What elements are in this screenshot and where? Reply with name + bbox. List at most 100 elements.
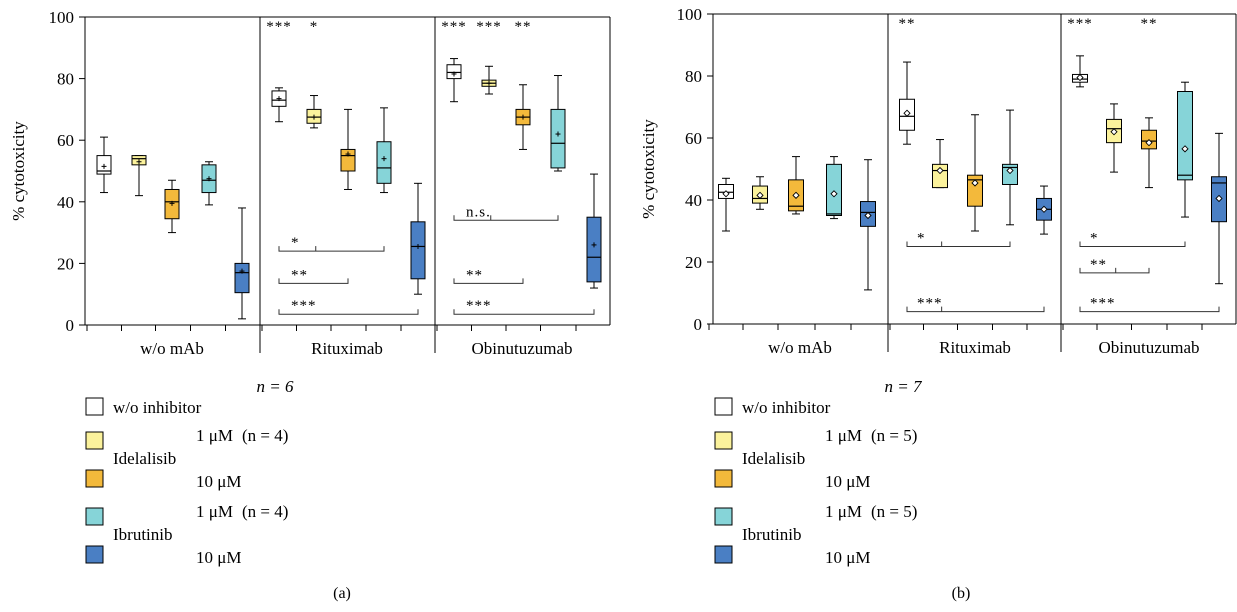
mean-marker [756,191,764,199]
box-plot [201,161,217,206]
box-iqr [586,216,602,283]
n-label: n = 7 [885,377,923,396]
box-plot [860,159,876,291]
legend-swatch-idelalisib-10uM [85,469,104,488]
y-tick-label: 80 [685,67,702,86]
legend-swatch-idelalisib-1uM [85,431,104,450]
significance-bracket: * [1079,231,1186,247]
legend-swatch-w-o-inhibitor [85,397,104,416]
legend-label-idelalisib: Idelalisib [113,449,176,468]
bracket-label: * [917,231,926,247]
box-plot [550,75,566,172]
mean-marker [971,179,979,187]
box-plot [718,177,734,232]
significance-bracket: n.s. [453,204,559,221]
box-plot [131,155,147,197]
mean-marker [1145,139,1153,147]
box-plot [826,156,842,220]
legend-n-ibrutinib: (n = 5) [871,502,917,521]
box-iqr [410,221,426,280]
mean-marker [1181,145,1189,153]
group-label: w/o mAb [140,339,204,358]
bracket-label: *** [917,296,943,312]
box-iqr [340,148,356,172]
box-iqr [967,174,983,207]
box-plot [788,156,804,215]
box-plot [586,173,602,289]
significance-label: *** [476,19,502,35]
group-label: w/o mAb [768,338,832,357]
legend-label-w-o-inhibitor: w/o inhibitor [742,398,831,417]
box-plot [1036,185,1052,235]
box-plot [1141,117,1157,189]
box-plot [164,179,180,234]
box-plot [306,95,322,129]
box-plot [515,84,531,150]
legend-swatch-idelalisib-1uM [714,431,733,450]
box-iqr [376,141,392,184]
box-plot [234,207,250,320]
legend-swatch-ibrutinib-10uM [714,545,733,564]
box-plot [96,136,112,194]
bracket-line [1079,267,1150,274]
significance-bracket: *** [453,298,595,315]
bracket-label: ** [291,267,308,283]
y-axis-label: % cytotoxicity [639,119,658,219]
significance-label: * [310,19,319,35]
y-tick-label: 100 [49,8,75,27]
box-iqr [550,108,566,169]
y-tick-label: 60 [685,129,702,148]
y-tick-label: 20 [685,253,702,272]
legend-dose-10uM: 10 μM [825,548,870,567]
bracket-label: *** [466,298,492,314]
panel-label: (a) [333,585,351,602]
y-tick-label: 0 [66,316,75,335]
legend-label-w-o-inhibitor: w/o inhibitor [113,398,202,417]
legend-n-idelalisib: (n = 5) [871,426,917,445]
box-plot [899,61,915,145]
legend-swatch-w-o-inhibitor [714,397,733,416]
box-plot [340,108,356,190]
legend-dose-10uM: 10 μM [825,472,870,491]
group-label: Rituximab [311,339,383,358]
box-plot [481,65,497,95]
y-tick-label: 80 [57,70,74,89]
y-tick-label: 40 [685,191,702,210]
mean-marker [830,190,838,198]
box-plot [1211,132,1227,285]
significance-bracket: ** [453,267,524,284]
significance-label: ** [515,19,532,35]
significance-bracket: ** [1079,257,1150,274]
box-plot [1106,103,1122,173]
mean-marker [722,190,730,198]
mean-marker [1110,128,1118,136]
bracket-line [906,306,1045,313]
box-plot [271,87,287,123]
mean-marker [936,166,944,175]
y-tick-label: 100 [677,5,703,24]
group-label: Rituximab [939,338,1011,357]
y-tick-label: 60 [57,131,74,150]
legend: n = 6 w/o inhibitor Idelalisib Ibrutinib 1 μ… [85,377,294,567]
significance-label: ** [899,16,916,32]
legend-n-ibrutinib: (n = 4) [242,502,288,521]
legend-swatch-ibrutinib-1uM [85,507,104,526]
significance-bracket: *** [278,298,419,315]
legend-swatch-ibrutinib-10uM [85,545,104,564]
bracket-line [1079,241,1186,247]
box-iqr [1002,163,1018,186]
significance-bracket: * [278,235,385,252]
bracket-label: *** [291,298,317,314]
n-label: n = 6 [257,377,294,396]
legend-dose-1uM: 1 μM [196,502,233,521]
mean-marker [903,109,911,117]
legend-dose-1uM: 1 μM [825,426,862,445]
bracket-line [906,241,1011,247]
bracket-line [278,246,385,252]
mean-marker [1006,166,1014,175]
mean-marker [1076,73,1084,82]
bracket-label: n.s. [466,204,491,220]
mean-marker [864,211,872,220]
box-plot [1072,55,1088,88]
significance-label: *** [1067,16,1093,32]
